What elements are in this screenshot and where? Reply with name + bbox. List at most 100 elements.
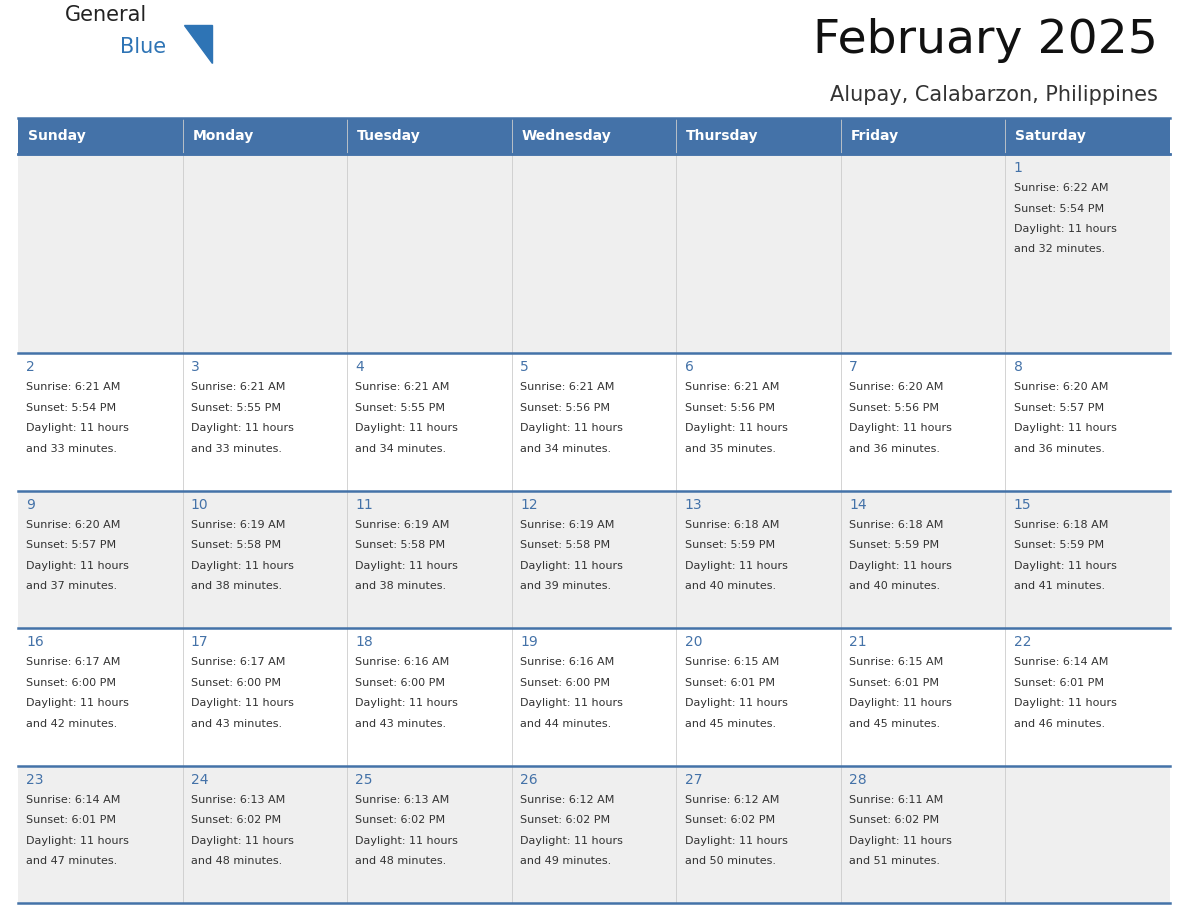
Text: and 40 minutes.: and 40 minutes. (849, 581, 940, 591)
Text: Sunrise: 6:12 AM: Sunrise: 6:12 AM (520, 795, 614, 804)
Text: and 42 minutes.: and 42 minutes. (26, 719, 118, 729)
Text: 16: 16 (26, 635, 44, 649)
Bar (1005, 491, 1170, 628)
Text: Daylight: 11 hours: Daylight: 11 hours (191, 423, 293, 433)
Text: Daylight: 11 hours: Daylight: 11 hours (191, 835, 293, 845)
Text: and 49 minutes.: and 49 minutes. (520, 856, 611, 866)
Bar (1005, 766, 1170, 903)
Text: Sunday: Sunday (27, 129, 86, 143)
Text: 18: 18 (355, 635, 373, 649)
Text: Friday: Friday (851, 129, 899, 143)
Text: Daylight: 11 hours: Daylight: 11 hours (849, 561, 952, 571)
Bar (676, 353, 841, 491)
Text: 5: 5 (520, 360, 529, 375)
Text: Sunset: 6:02 PM: Sunset: 6:02 PM (684, 815, 775, 825)
Text: Sunset: 5:55 PM: Sunset: 5:55 PM (355, 403, 446, 413)
Bar (841, 766, 1005, 903)
Bar (512, 118, 676, 154)
Text: Daylight: 11 hours: Daylight: 11 hours (520, 835, 623, 845)
Text: and 33 minutes.: and 33 minutes. (191, 443, 282, 453)
Text: Sunrise: 6:15 AM: Sunrise: 6:15 AM (849, 657, 943, 667)
Bar (841, 628, 1005, 766)
Text: Sunrise: 6:21 AM: Sunrise: 6:21 AM (355, 382, 450, 392)
Text: 27: 27 (684, 773, 702, 787)
Text: Daylight: 11 hours: Daylight: 11 hours (849, 835, 952, 845)
Text: and 51 minutes.: and 51 minutes. (849, 856, 940, 866)
Text: Daylight: 11 hours: Daylight: 11 hours (191, 698, 293, 708)
Text: Daylight: 11 hours: Daylight: 11 hours (684, 698, 788, 708)
Text: and 36 minutes.: and 36 minutes. (849, 443, 940, 453)
Text: and 34 minutes.: and 34 minutes. (355, 443, 447, 453)
Bar (512, 491, 676, 628)
Text: Daylight: 11 hours: Daylight: 11 hours (684, 835, 788, 845)
Bar (347, 118, 512, 154)
Text: Daylight: 11 hours: Daylight: 11 hours (1013, 698, 1117, 708)
Text: and 35 minutes.: and 35 minutes. (684, 443, 776, 453)
Text: Sunset: 5:56 PM: Sunset: 5:56 PM (520, 403, 609, 413)
Text: Daylight: 11 hours: Daylight: 11 hours (849, 423, 952, 433)
Text: Sunset: 6:01 PM: Sunset: 6:01 PM (849, 677, 939, 688)
Text: Sunrise: 6:22 AM: Sunrise: 6:22 AM (1013, 183, 1108, 193)
Text: Sunrise: 6:20 AM: Sunrise: 6:20 AM (1013, 382, 1108, 392)
Bar (18, 154, 183, 353)
Text: Sunset: 5:59 PM: Sunset: 5:59 PM (849, 540, 940, 550)
Text: Blue: Blue (120, 37, 166, 57)
Text: 10: 10 (191, 498, 208, 511)
Text: Sunset: 5:58 PM: Sunset: 5:58 PM (520, 540, 611, 550)
Text: Sunset: 5:57 PM: Sunset: 5:57 PM (1013, 403, 1104, 413)
Bar (347, 766, 512, 903)
Text: 17: 17 (191, 635, 208, 649)
Text: Sunrise: 6:18 AM: Sunrise: 6:18 AM (1013, 520, 1108, 530)
Text: and 46 minutes.: and 46 minutes. (1013, 719, 1105, 729)
Text: and 43 minutes.: and 43 minutes. (355, 719, 447, 729)
Bar (841, 353, 1005, 491)
Text: Sunrise: 6:14 AM: Sunrise: 6:14 AM (26, 795, 121, 804)
Text: Sunrise: 6:11 AM: Sunrise: 6:11 AM (849, 795, 943, 804)
Text: Daylight: 11 hours: Daylight: 11 hours (26, 561, 129, 571)
Text: Sunset: 5:54 PM: Sunset: 5:54 PM (1013, 204, 1104, 214)
Text: Sunset: 5:56 PM: Sunset: 5:56 PM (849, 403, 939, 413)
Text: Daylight: 11 hours: Daylight: 11 hours (684, 561, 788, 571)
Text: Sunrise: 6:14 AM: Sunrise: 6:14 AM (1013, 657, 1108, 667)
Text: and 50 minutes.: and 50 minutes. (684, 856, 776, 866)
Text: Sunset: 6:00 PM: Sunset: 6:00 PM (191, 677, 280, 688)
Bar (676, 491, 841, 628)
Text: and 39 minutes.: and 39 minutes. (520, 581, 611, 591)
Text: and 38 minutes.: and 38 minutes. (355, 581, 447, 591)
Text: 28: 28 (849, 773, 867, 787)
Text: Sunset: 6:00 PM: Sunset: 6:00 PM (520, 677, 609, 688)
Text: Sunrise: 6:20 AM: Sunrise: 6:20 AM (849, 382, 943, 392)
Text: Daylight: 11 hours: Daylight: 11 hours (849, 698, 952, 708)
Text: 25: 25 (355, 773, 373, 787)
Bar (18, 628, 183, 766)
Text: Sunrise: 6:18 AM: Sunrise: 6:18 AM (684, 520, 779, 530)
Text: Wednesday: Wednesday (522, 129, 612, 143)
Text: and 32 minutes.: and 32 minutes. (1013, 244, 1105, 254)
Text: Daylight: 11 hours: Daylight: 11 hours (355, 561, 459, 571)
Text: 12: 12 (520, 498, 537, 511)
Text: Tuesday: Tuesday (358, 129, 421, 143)
Text: 2: 2 (26, 360, 34, 375)
Text: and 43 minutes.: and 43 minutes. (191, 719, 282, 729)
Bar (18, 491, 183, 628)
Text: Daylight: 11 hours: Daylight: 11 hours (26, 698, 129, 708)
Bar (841, 491, 1005, 628)
Text: Sunset: 5:55 PM: Sunset: 5:55 PM (191, 403, 280, 413)
Text: Sunrise: 6:13 AM: Sunrise: 6:13 AM (355, 795, 449, 804)
Bar (183, 353, 347, 491)
Polygon shape (184, 25, 211, 62)
Text: 21: 21 (849, 635, 867, 649)
Text: Daylight: 11 hours: Daylight: 11 hours (1013, 561, 1117, 571)
Text: and 37 minutes.: and 37 minutes. (26, 581, 118, 591)
Text: Sunset: 6:02 PM: Sunset: 6:02 PM (191, 815, 280, 825)
Text: Daylight: 11 hours: Daylight: 11 hours (520, 561, 623, 571)
Text: Sunrise: 6:21 AM: Sunrise: 6:21 AM (191, 382, 285, 392)
Bar (512, 628, 676, 766)
Text: Sunrise: 6:21 AM: Sunrise: 6:21 AM (520, 382, 614, 392)
Text: Daylight: 11 hours: Daylight: 11 hours (26, 835, 129, 845)
Text: Daylight: 11 hours: Daylight: 11 hours (520, 698, 623, 708)
Text: Daylight: 11 hours: Daylight: 11 hours (520, 423, 623, 433)
Text: Sunrise: 6:19 AM: Sunrise: 6:19 AM (520, 520, 614, 530)
Bar (183, 628, 347, 766)
Text: Sunrise: 6:16 AM: Sunrise: 6:16 AM (355, 657, 449, 667)
